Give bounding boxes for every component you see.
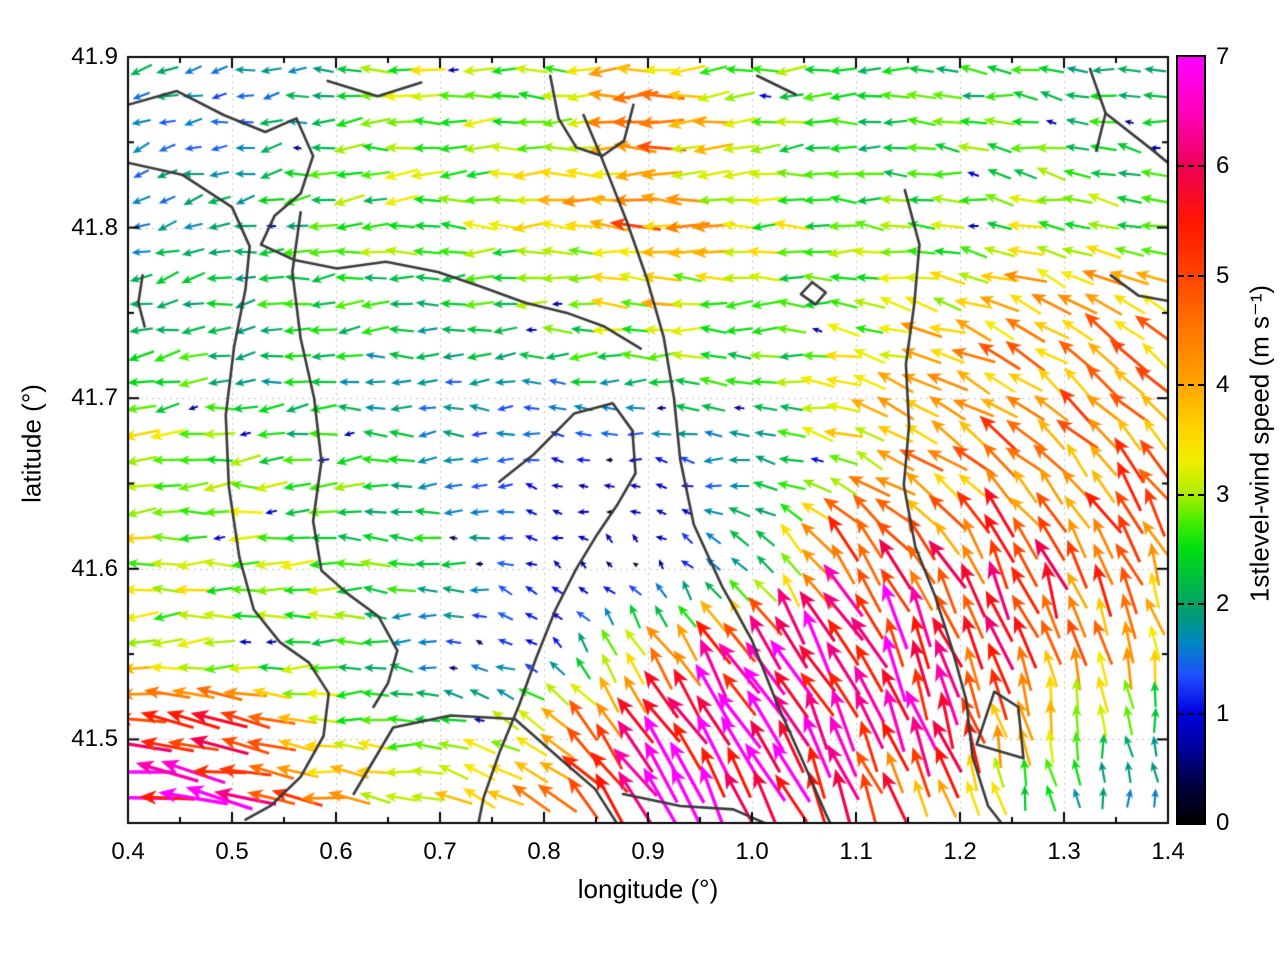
colorbar-tick-dash bbox=[1178, 384, 1204, 387]
x-tick-label: 0.6 bbox=[319, 838, 353, 865]
x-tick-label: 0.8 bbox=[527, 838, 561, 865]
y-axis-title: latitude (°) bbox=[16, 384, 47, 503]
y-tick-label: 41.9 bbox=[71, 43, 118, 70]
colorbar-tick-label: 7 bbox=[1216, 43, 1230, 70]
colorbar-title: 1stlevel-wind speed (m s⁻¹) bbox=[1244, 284, 1275, 603]
colorbar bbox=[1176, 55, 1206, 825]
y-tick-label: 41.7 bbox=[71, 384, 118, 412]
x-tick-label: 0.9 bbox=[631, 838, 665, 865]
x-tick-label: 1.0 bbox=[735, 838, 769, 865]
colorbar-tick-dash bbox=[1178, 274, 1204, 277]
y-tick-label: 41.8 bbox=[71, 213, 118, 241]
x-tick-label: 1.4 bbox=[1151, 838, 1185, 865]
colorbar-tick-dash bbox=[1178, 165, 1204, 168]
colorbar-tick-label: 0 bbox=[1216, 809, 1230, 836]
colorbar-tick-label: 5 bbox=[1216, 261, 1230, 289]
colorbar-tick-label: 6 bbox=[1216, 152, 1230, 180]
x-tick-label: 0.4 bbox=[111, 838, 145, 865]
y-tick-label: 41.5 bbox=[71, 725, 118, 753]
colorbar-tick-label: 1 bbox=[1216, 699, 1230, 727]
x-tick-label: 1.3 bbox=[1047, 838, 1081, 865]
x-axis-title: longitude (°) bbox=[577, 874, 719, 904]
x-tick-label: 0.7 bbox=[423, 838, 457, 865]
colorbar-tick-label: 2 bbox=[1216, 590, 1230, 618]
x-tick-label: 1.2 bbox=[943, 838, 977, 865]
colorbar-tick-label: 3 bbox=[1216, 480, 1230, 508]
x-tick-label: 1.1 bbox=[839, 838, 873, 865]
colorbar-tick-dash bbox=[1178, 493, 1204, 496]
x-tick-label: 0.5 bbox=[215, 838, 249, 865]
colorbar-tick-label: 4 bbox=[1216, 371, 1230, 399]
y-tick-label: 41.6 bbox=[71, 554, 118, 582]
colorbar-tick-dash bbox=[1178, 712, 1204, 715]
colorbar-tick-dash bbox=[1178, 603, 1204, 606]
